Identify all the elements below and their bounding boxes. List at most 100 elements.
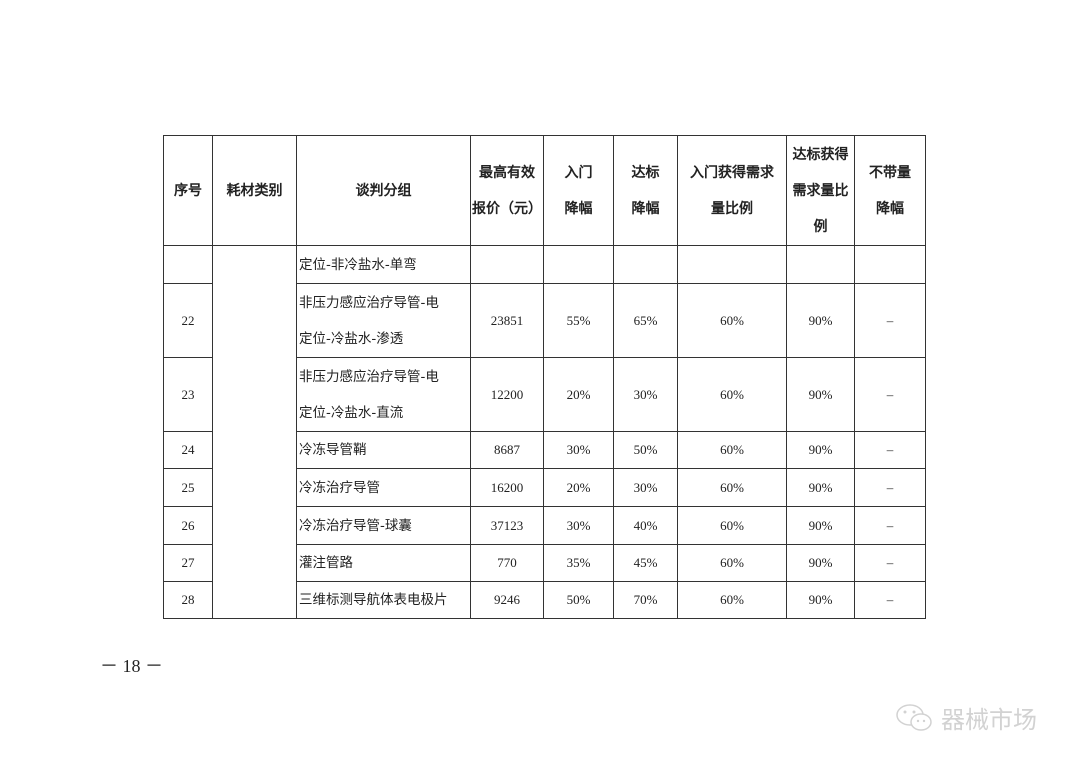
- header-row: 序号 耗材类别 谈判分组 最高有效 报价（元） 入门 降幅 达标 降幅 入门获得需求 量比例 达标获得…: [163, 135, 926, 246]
- group-line: 三维标测导航体表电极片: [299, 592, 448, 608]
- header-line: 序号: [174, 182, 202, 199]
- cell-target-reduction: 65%: [613, 283, 678, 358]
- cell-target-ratio: 90%: [786, 544, 855, 582]
- group-line: 冷冻治疗导管-球囊: [299, 517, 412, 534]
- header-category: 耗材类别: [212, 135, 297, 246]
- table-row: 28 三维标测导航体表电极片 9246 50% 70% 60% 90% –: [163, 581, 926, 619]
- cell-group: 冷冻治疗导管-球囊: [296, 506, 471, 545]
- cell-max-price: 8687: [470, 431, 544, 469]
- group-line: 冷冻导管鞘: [299, 442, 367, 458]
- table-row: 24 冷冻导管鞘 8687 30% 50% 60% 90% –: [163, 431, 926, 469]
- cell-entry-ratio: 60%: [677, 506, 787, 545]
- cell-no-volume-reduction: –: [854, 506, 926, 545]
- header-target-ratio: 达标获得 需求量比例: [786, 135, 855, 246]
- header-entry-ratio: 入门获得需求 量比例: [677, 135, 787, 246]
- cell-max-price: 37123: [470, 506, 544, 545]
- cell-target-ratio: 90%: [786, 431, 855, 469]
- header-line: 入门: [564, 164, 593, 181]
- cell-no: 26: [163, 506, 213, 545]
- header-group: 谈判分组: [296, 135, 471, 246]
- cell-no: 22: [163, 283, 213, 358]
- cell-max-price: 16200: [470, 468, 544, 507]
- watermark: 器械市场: [895, 700, 1037, 735]
- cell-target-reduction: [613, 245, 678, 284]
- table-row: 22 非压力感应治疗导管-电 定位-冷盐水-渗透 23851 55% 65% 60% 90% –: [163, 283, 926, 358]
- cell-no: 23: [163, 357, 213, 432]
- header-line: 不带量: [869, 164, 911, 181]
- header-line: 达标获得: [792, 146, 849, 163]
- cell-target-ratio: 90%: [786, 506, 855, 545]
- cell-group: 非压力感应治疗导管-电 定位-冷盐水-直流: [296, 357, 471, 432]
- cell-group: 定位-非冷盐水-单弯: [296, 245, 471, 284]
- cell-entry-ratio: 60%: [677, 468, 787, 507]
- wechat-icon: [896, 703, 932, 731]
- cell-entry-reduction: 30%: [543, 431, 614, 469]
- header-line: 量比例: [711, 200, 753, 217]
- header-line: 报价（元）: [472, 200, 542, 217]
- cell-entry-ratio: 60%: [677, 544, 787, 582]
- cell-max-price: 9246: [470, 581, 544, 619]
- cell-no-volume-reduction: –: [854, 468, 926, 507]
- consumables-table: 序号 耗材类别 谈判分组 最高有效 报价（元） 入门 降幅 达标 降幅 入门获得需求 量比例 达标获得…: [163, 135, 926, 619]
- table-row: 23 非压力感应治疗导管-电 定位-冷盐水-直流 12200 20% 30% 60% 90% –: [163, 357, 926, 432]
- header-line: 例: [813, 218, 828, 235]
- table-row: 定位-非冷盐水-单弯: [163, 245, 926, 619]
- cell-target-reduction: 50%: [613, 431, 678, 469]
- cell-entry-reduction: 30%: [543, 506, 614, 545]
- header-line: 达标: [631, 164, 660, 181]
- cell-target-ratio: [786, 245, 855, 284]
- cell-no: 25: [163, 468, 213, 507]
- cell-target-ratio: 90%: [786, 357, 855, 432]
- cell-group: 灌注管路: [296, 544, 471, 582]
- cell-entry-reduction: 20%: [543, 357, 614, 432]
- page-number: － 18 －: [100, 656, 163, 676]
- group-line: 非压力感应治疗导管-电: [299, 294, 439, 311]
- cell-target-ratio: 90%: [786, 283, 855, 358]
- header-max-price: 最高有效报价（元）: [470, 135, 544, 246]
- header-entry-reduction: 入门 降幅: [543, 135, 614, 246]
- header-line: 降幅: [631, 200, 660, 217]
- cell-entry-reduction: 55%: [543, 283, 614, 358]
- cell-target-reduction: 30%: [613, 468, 678, 507]
- cell-target-reduction: 45%: [613, 544, 678, 582]
- cell-no-volume-reduction: –: [854, 357, 926, 432]
- cell-no-volume-reduction: –: [854, 283, 926, 358]
- header-line: 入门获得需求: [690, 164, 774, 181]
- cell-entry-ratio: [677, 245, 787, 284]
- cell-category: [212, 245, 297, 619]
- cell-group: 非压力感应治疗导管-电 定位-冷盐水-渗透: [296, 283, 471, 358]
- cell-max-price: [470, 245, 544, 284]
- cell-entry-reduction: 20%: [543, 468, 614, 507]
- cell-no: 27: [163, 544, 213, 582]
- cell-no: 28: [163, 581, 213, 619]
- table-row: 27 灌注管路 770 35% 45% 60% 90% –: [163, 544, 926, 582]
- table-row: 25 冷冻治疗导管 16200 20% 30% 60% 90% –: [163, 468, 926, 507]
- watermark-text: 器械市场: [941, 706, 1037, 734]
- cell-no-volume-reduction: [854, 245, 926, 284]
- cell-group: 冷冻治疗导管: [296, 468, 471, 507]
- cell-group: 冷冻导管鞘: [296, 431, 471, 469]
- cell-target-ratio: 90%: [786, 468, 855, 507]
- cell-no-volume-reduction: –: [854, 544, 926, 582]
- group-line: 冷冻治疗导管: [299, 479, 380, 496]
- cell-entry-reduction: 35%: [543, 544, 614, 582]
- cell-target-reduction: 30%: [613, 357, 678, 432]
- group-line: 定位-非冷盐水-单弯: [299, 256, 417, 273]
- group-line: 非压力感应治疗导管-电: [299, 368, 439, 385]
- header-line: 最高有效: [479, 164, 535, 181]
- header-line: 降幅: [876, 200, 904, 217]
- cell-max-price: 12200: [470, 357, 544, 432]
- header-no-volume-reduction: 不带量 降幅: [854, 135, 926, 246]
- group-line: 定位-冷盐水-直流: [299, 404, 404, 421]
- cell-entry-ratio: 60%: [677, 283, 787, 358]
- cell-target-reduction: 40%: [613, 506, 678, 545]
- header-line: 需求量比: [792, 182, 849, 199]
- cell-no: 24: [163, 431, 213, 469]
- cell-target-ratio: 90%: [786, 581, 855, 619]
- cell-entry-ratio: 60%: [677, 581, 787, 619]
- cell-no-volume-reduction: –: [854, 581, 926, 619]
- cell-target-reduction: 70%: [613, 581, 678, 619]
- header-no: 序号: [163, 135, 213, 246]
- group-line: 定位-冷盐水-渗透: [299, 330, 404, 347]
- cell-entry-reduction: 50%: [543, 581, 614, 619]
